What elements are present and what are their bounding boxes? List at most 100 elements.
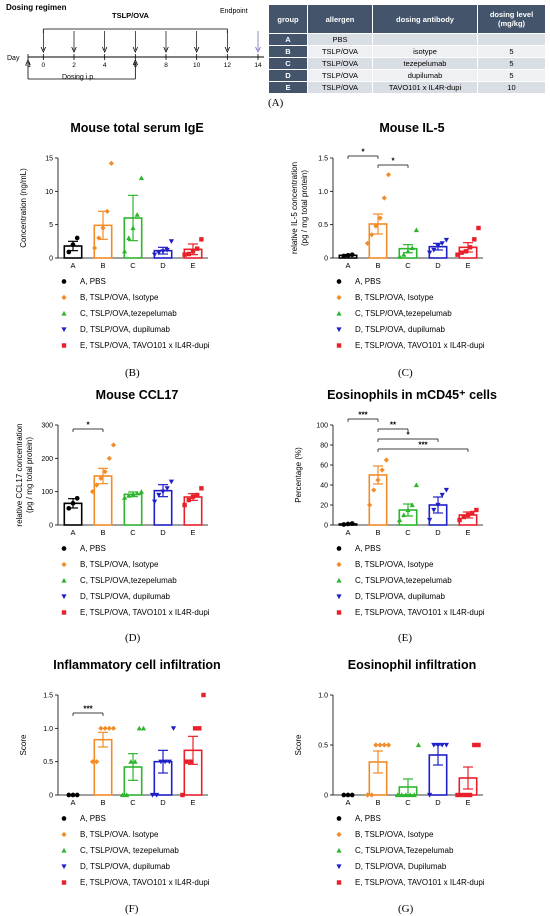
table-header-cell: group <box>268 4 308 34</box>
data-point <box>443 237 449 243</box>
dose-arrow-head <box>163 46 169 53</box>
table-cell: TSLP/OVA <box>307 81 373 94</box>
data-point <box>74 235 80 241</box>
timeline-day-label: 12 <box>224 62 232 69</box>
y-tick-label: 1.0 <box>43 726 53 733</box>
table-cell: A <box>268 33 308 46</box>
data-point <box>427 517 433 523</box>
data-point <box>89 759 96 765</box>
legend-entry: D, TSLP/OVA, Dupilumab <box>355 862 447 871</box>
data-point <box>102 469 108 475</box>
data-point <box>373 742 379 748</box>
data-point <box>149 792 156 798</box>
data-point <box>106 455 112 461</box>
data-point <box>100 225 106 231</box>
caption-g: (G) <box>398 903 414 915</box>
data-point <box>61 610 67 615</box>
data-point <box>463 792 469 798</box>
data-point <box>61 880 67 885</box>
regimen-dosing-label: Dosing i.p. <box>62 74 95 81</box>
data-point <box>385 742 392 748</box>
caption-c: (C) <box>398 367 413 379</box>
data-point <box>371 487 377 493</box>
chart-title: Eosinophil infiltration <box>348 658 476 672</box>
data-point <box>158 759 164 765</box>
data-point <box>166 759 172 765</box>
y-axis-label: (pg / mg total protein) <box>300 170 309 246</box>
data-point <box>459 792 464 798</box>
data-point <box>186 251 192 257</box>
legend-entry: B, TSLP/OVA, Isotype <box>355 560 434 569</box>
data-point <box>110 442 117 448</box>
data-point <box>194 492 200 498</box>
data-point <box>190 249 196 254</box>
y-tick-label: 300 <box>41 423 53 430</box>
chart-title: Inflammatory cell infiltration <box>53 658 220 672</box>
x-tick-label: D <box>160 528 166 537</box>
data-point <box>197 726 202 731</box>
data-point <box>383 457 389 463</box>
table-cell: TAVO101 x IL4R-dupi <box>372 81 478 94</box>
data-point <box>349 792 355 798</box>
data-point <box>457 517 462 523</box>
data-point <box>405 248 411 254</box>
y-tick-label: 1.0 <box>318 189 328 196</box>
data-point <box>476 742 481 748</box>
chart-panel-f: Inflammatory cell infiltration Score 0 0.5 1… <box>19 658 221 887</box>
data-point <box>61 594 67 600</box>
table-cell <box>477 33 546 46</box>
dosing-arrow-head <box>132 59 138 66</box>
data-point <box>336 864 342 870</box>
legend-entry: D, TSLP/OVA, dupilumab <box>355 325 446 334</box>
table-cell: C <box>268 57 308 70</box>
legend-entry: A, PBS <box>80 277 106 286</box>
data-point <box>130 491 136 497</box>
data-point <box>336 610 342 615</box>
data-point <box>435 502 441 508</box>
legend-entry: B, TSLP/OVA. Isotype <box>80 830 159 839</box>
data-point <box>70 242 76 248</box>
table-cell: dupilumab <box>372 69 478 82</box>
table-row: C TSLP/OVA tezepelumab 5 <box>268 57 546 70</box>
y-axis-label: Score <box>19 734 28 755</box>
data-point <box>98 725 104 731</box>
dose-arrow-head <box>102 46 108 53</box>
data-point <box>336 816 342 821</box>
table-cell <box>372 33 478 46</box>
data-point <box>336 831 342 838</box>
data-point <box>336 279 342 284</box>
data-point <box>106 725 112 731</box>
dose-arrow-head <box>132 46 138 53</box>
caption-a: (A) <box>268 97 284 109</box>
data-point <box>61 546 67 551</box>
data-point <box>128 759 134 764</box>
timeline-day-label: 14 <box>254 62 262 69</box>
data-point <box>439 241 445 246</box>
y-tick-label: 60 <box>320 463 328 470</box>
x-tick-label: A <box>345 798 350 807</box>
table-row: B TSLP/OVA isotype 5 <box>268 45 546 58</box>
y-tick-label: 100 <box>41 489 53 496</box>
x-tick-label: E <box>465 528 470 537</box>
x-tick-label: B <box>100 528 105 537</box>
data-point <box>336 327 342 333</box>
data-point <box>467 792 473 798</box>
data-point <box>336 561 342 568</box>
y-axis-label: (pg / mg total protein) <box>25 437 34 513</box>
y-tick-label: 0 <box>49 256 53 263</box>
data-point <box>156 250 162 256</box>
data-point <box>61 294 67 301</box>
legend-entry: C, TSLP/OVA,Tezepelumab <box>355 846 454 855</box>
chart-panel-b: Mouse total serum IgE Concentration (ng/m… <box>19 121 210 350</box>
data-point <box>375 477 381 483</box>
legend-entry: C, TSLP/OVA, tezepelumab <box>80 846 179 855</box>
data-point <box>119 792 126 798</box>
y-tick-label: 0 <box>324 256 328 263</box>
y-tick-label: 0.5 <box>43 759 53 766</box>
x-tick-label: A <box>345 528 350 537</box>
x-tick-label: A <box>70 528 75 537</box>
legend-entry: D, TSLP/OVA, dupilumab <box>80 592 171 601</box>
table-cell: TSLP/OVA <box>307 45 373 58</box>
data-point <box>138 489 144 494</box>
data-point <box>336 546 342 551</box>
